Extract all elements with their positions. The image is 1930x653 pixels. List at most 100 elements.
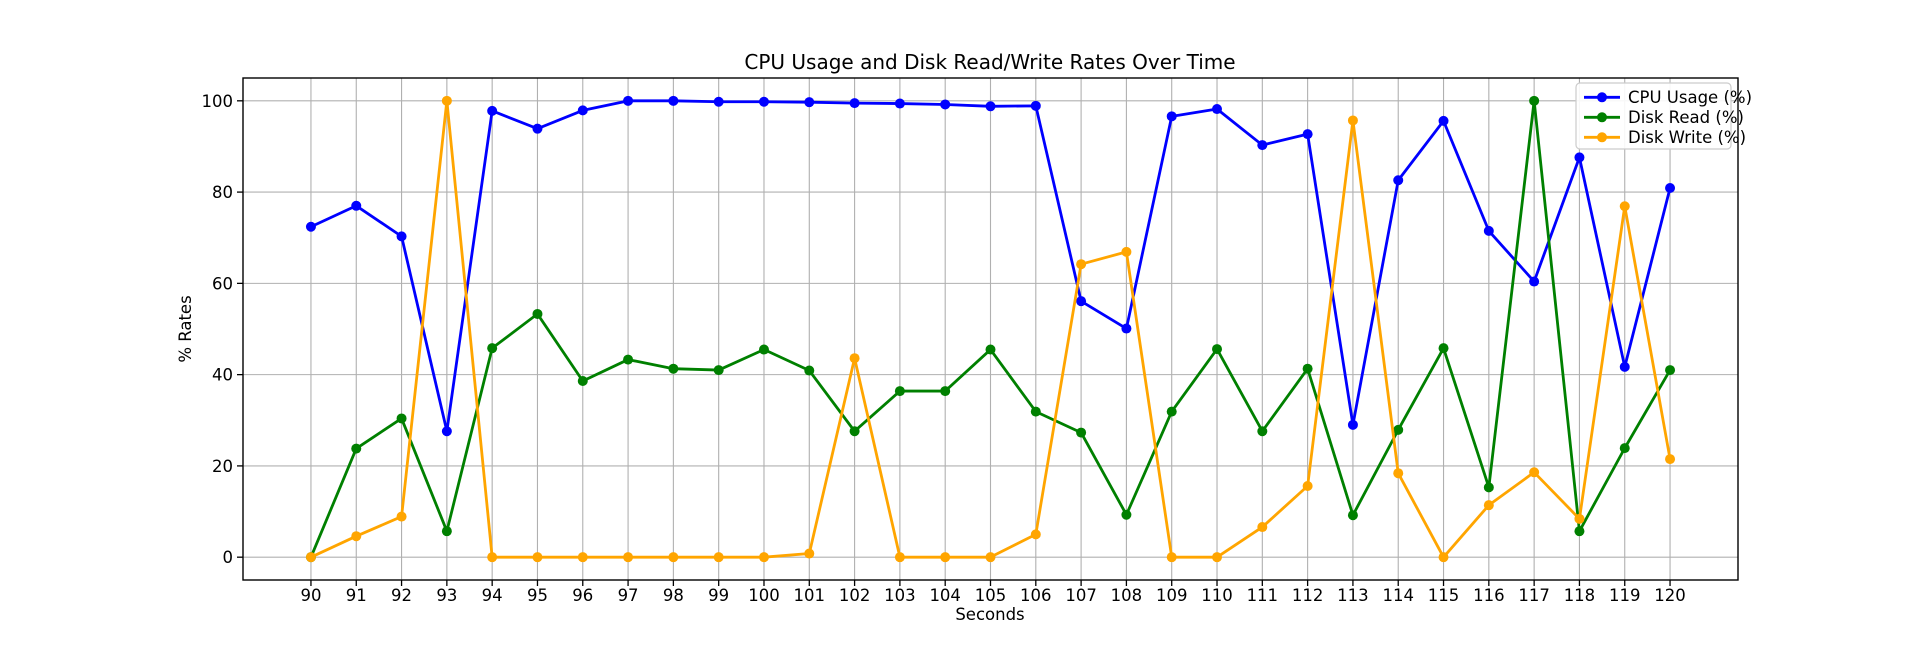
data-point-cpu-usage [1121, 323, 1132, 334]
data-point-disk-write [1619, 201, 1630, 212]
data-point-disk-read [1393, 424, 1404, 435]
data-point-disk-write [532, 552, 543, 563]
data-point-disk-read [1619, 443, 1630, 454]
x-axis-label: Seconds [955, 605, 1024, 624]
data-point-disk-read [985, 344, 996, 355]
data-point-disk-write [1166, 552, 1177, 563]
x-tick-label: 111 [1247, 586, 1279, 605]
legend-box [1575, 82, 1732, 150]
data-point-disk-write [1393, 468, 1404, 479]
data-point-cpu-usage [894, 98, 905, 109]
data-point-cpu-usage [1212, 104, 1223, 115]
y-tick-label: 80 [212, 183, 233, 202]
data-point-cpu-usage [532, 123, 543, 134]
data-point-cpu-usage [713, 96, 724, 107]
data-point-disk-read [804, 365, 815, 376]
data-point-disk-read [1257, 426, 1268, 437]
x-tick-label: 99 [708, 586, 729, 605]
data-point-disk-write [804, 548, 815, 559]
data-point-cpu-usage [351, 200, 362, 211]
data-point-disk-read [1121, 509, 1132, 520]
data-point-cpu-usage [1574, 152, 1585, 163]
legend-label-cpu-usage: CPU Usage (%) [1628, 88, 1752, 107]
data-point-disk-write [1121, 246, 1132, 257]
x-tick-label: 115 [1428, 586, 1460, 605]
x-tick-label: 92 [391, 586, 412, 605]
data-point-cpu-usage [1257, 140, 1268, 151]
grid-layer [243, 78, 1738, 580]
x-tick-label: 114 [1382, 586, 1414, 605]
data-point-disk-read [351, 443, 362, 454]
y-tick-label: 60 [212, 274, 233, 293]
data-point-disk-write [487, 552, 498, 563]
data-point-cpu-usage [849, 98, 860, 109]
legend-label-disk-write: Disk Write (%) [1628, 128, 1746, 147]
x-tick-label: 104 [929, 586, 961, 605]
data-point-cpu-usage [1529, 276, 1540, 287]
x-tick-label: 119 [1609, 586, 1641, 605]
data-point-cpu-usage [623, 95, 634, 106]
x-tick-label: 117 [1518, 586, 1550, 605]
x-tick-label: 100 [748, 586, 780, 605]
data-point-disk-read [532, 308, 543, 319]
data-point-cpu-usage [804, 97, 815, 108]
data-point-disk-write [894, 552, 905, 563]
x-tick-label: 96 [572, 586, 593, 605]
x-tick-label: 97 [618, 586, 639, 605]
data-point-disk-read [1302, 363, 1313, 374]
y-tick-label: 40 [212, 366, 233, 385]
data-point-disk-write [1257, 522, 1268, 533]
data-point-disk-write [1574, 513, 1585, 524]
data-point-disk-read [1030, 406, 1041, 417]
data-point-cpu-usage [441, 426, 452, 437]
x-tick-label: 110 [1201, 586, 1233, 605]
y-tick-label: 0 [223, 548, 234, 567]
series-disk-write [305, 95, 1676, 563]
data-point-cpu-usage [1302, 129, 1313, 140]
legend-label-disk-read: Disk Read (%) [1628, 108, 1744, 127]
data-point-cpu-usage [487, 105, 498, 116]
data-point-disk-write [849, 353, 860, 364]
y-tick-label: 100 [202, 92, 234, 111]
data-point-cpu-usage [1483, 225, 1494, 236]
data-point-disk-write [668, 552, 679, 563]
x-tick-label: 101 [794, 586, 826, 605]
data-point-cpu-usage [1438, 115, 1449, 126]
data-point-cpu-usage [1665, 182, 1676, 193]
x-tick-label: 98 [663, 586, 684, 605]
data-point-cpu-usage [668, 95, 679, 106]
x-tick-label: 116 [1473, 586, 1505, 605]
data-point-cpu-usage [577, 105, 588, 116]
x-tick-label: 105 [975, 586, 1007, 605]
data-point-disk-write [351, 531, 362, 542]
data-point-disk-write [758, 552, 769, 563]
data-point-cpu-usage [1619, 361, 1630, 372]
data-point-cpu-usage [1393, 175, 1404, 186]
data-point-disk-write [1302, 480, 1313, 491]
legend-marker-disk-read [1597, 112, 1607, 123]
data-point-disk-read [441, 526, 452, 537]
data-point-disk-write [396, 511, 407, 522]
data-point-disk-write [1030, 529, 1041, 540]
data-point-disk-read [487, 343, 498, 354]
data-point-disk-write [623, 552, 634, 563]
legend-marker-cpu-usage [1597, 92, 1607, 103]
data-point-disk-write [1347, 115, 1358, 126]
data-point-disk-write [441, 95, 452, 106]
data-point-disk-read [668, 363, 679, 374]
x-tick-label: 103 [884, 586, 916, 605]
data-point-disk-write [1483, 500, 1494, 511]
series-disk-read [305, 95, 1676, 563]
data-point-disk-read [758, 344, 769, 355]
data-point-cpu-usage [1347, 419, 1358, 430]
data-point-disk-read [894, 386, 905, 397]
chart-title: CPU Usage and Disk Read/Write Rates Over… [744, 50, 1235, 74]
data-point-disk-read [1529, 95, 1540, 106]
y-axis-label: % Rates [176, 295, 195, 362]
tick-layer: 90 91 92 93 94 95 96 97 98 99 100 101 102 103 104 105 10… [202, 92, 1686, 605]
data-point-disk-write [985, 552, 996, 563]
x-tick-label: 109 [1156, 586, 1188, 605]
x-tick-label: 95 [527, 586, 548, 605]
data-point-disk-read [577, 376, 588, 387]
data-point-disk-read [1483, 482, 1494, 493]
